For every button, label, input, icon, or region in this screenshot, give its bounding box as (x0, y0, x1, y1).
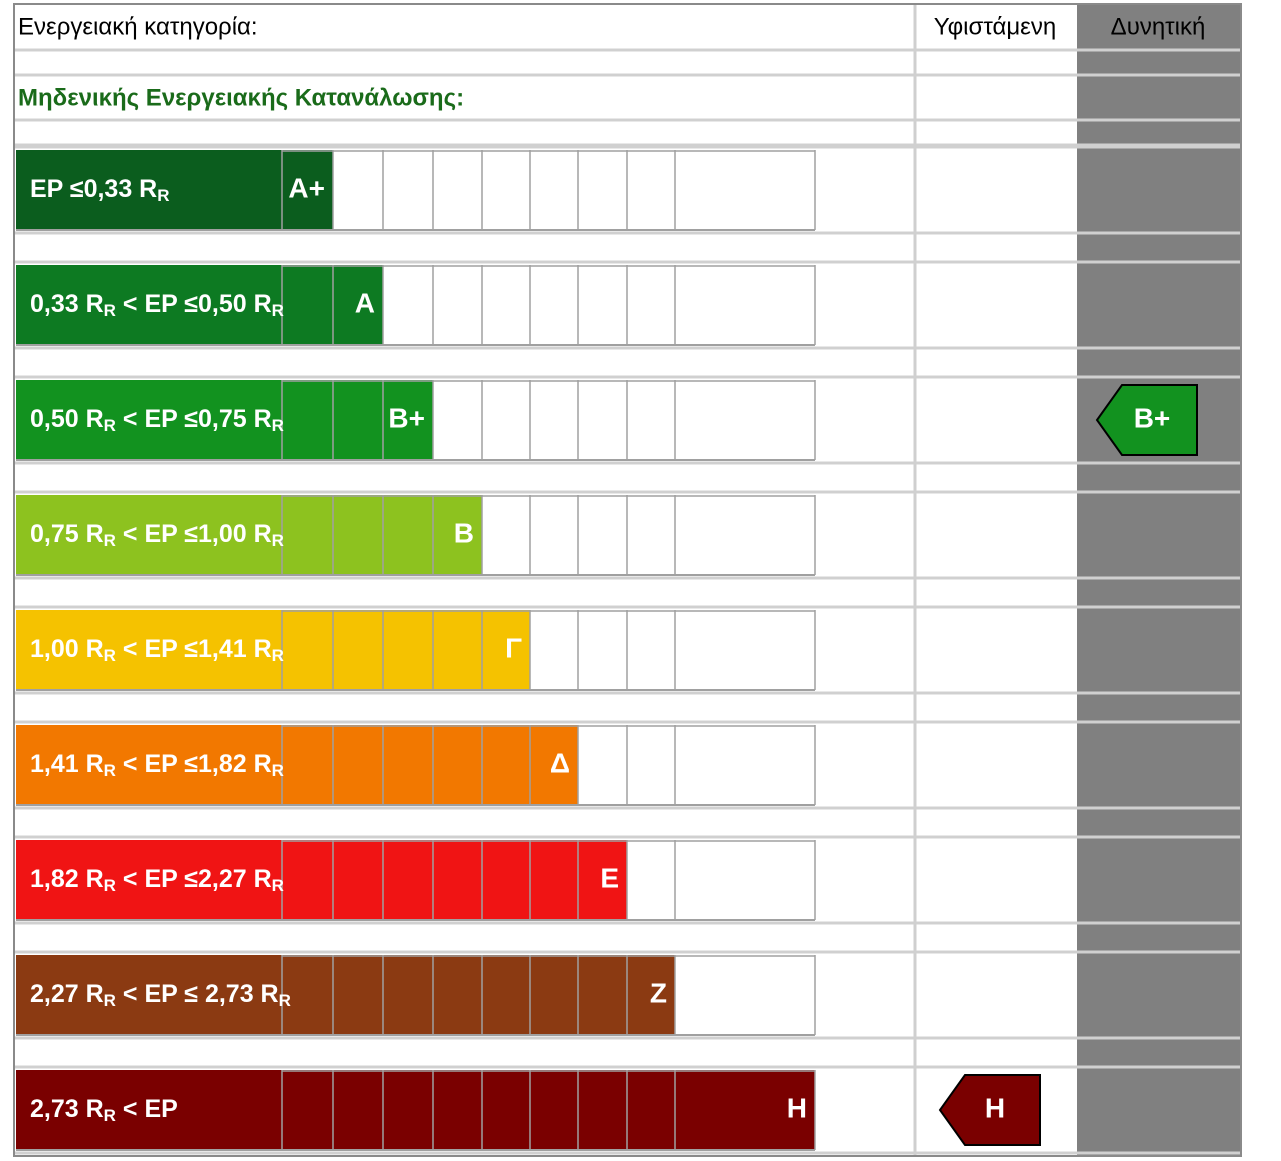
subscript: R (279, 991, 291, 1010)
subscript: R (104, 991, 116, 1010)
class-range: 1,82 RR < EP ≤2,27 RR (30, 865, 284, 896)
outer-border (13, 3, 1242, 1157)
class-range: 1,41 RR < EP ≤1,82 RR (30, 750, 284, 781)
subscript: R (157, 186, 169, 205)
subscript: R (104, 531, 116, 550)
class-bar (16, 1070, 815, 1150)
range-text: EP ≤0,33 R (30, 175, 157, 203)
potential-letter: B+ (1134, 402, 1171, 433)
subscript: R (104, 646, 116, 665)
class-bar (16, 495, 482, 575)
range-text: < EP ≤0,50 R (116, 290, 272, 318)
class-range: 2,27 RR < EP ≤ 2,73 RR (30, 980, 291, 1011)
subscript: R (272, 646, 284, 665)
class-range: 1,00 RR < EP ≤1,41 RR (30, 635, 284, 666)
potential-header: Δυνητική (1111, 13, 1206, 40)
class-bar (16, 610, 530, 690)
range-text: < EP ≤ 2,73 R (116, 980, 279, 1008)
category-header: Ενεργειακή κατηγορία: (18, 13, 258, 40)
range-text: < EP ≤2,27 R (116, 865, 272, 893)
class-bar (16, 380, 433, 460)
potential-column-bg (1077, 5, 1240, 1155)
class-letter: B+ (388, 402, 425, 433)
class-letter: E (600, 862, 619, 893)
class-letter: Z (650, 977, 667, 1008)
subscript: R (272, 761, 284, 780)
subscript: R (272, 301, 284, 320)
subscript: R (272, 531, 284, 550)
range-text: 1,41 R (30, 750, 104, 778)
range-text: < EP ≤1,00 R (116, 520, 272, 548)
range-text: 1,00 R (30, 635, 104, 663)
range-text: 0,50 R (30, 405, 104, 433)
class-letter: A+ (288, 172, 325, 203)
class-range: 2,73 RR < EP (30, 1095, 178, 1126)
subtitle: Μηδενικής Ενεργειακής Κατανάλωσης: (18, 84, 464, 111)
current-header: Υφιστάμενη (934, 13, 1056, 40)
class-letter: B (454, 517, 474, 548)
current-arrow (938, 1074, 1041, 1146)
subscript: R (272, 416, 284, 435)
current-letter: H (985, 1092, 1005, 1123)
class-bar (16, 150, 333, 230)
range-text: < EP ≤0,75 R (116, 405, 272, 433)
subscript: R (104, 761, 116, 780)
subscript: R (104, 1106, 116, 1125)
class-bar (16, 725, 578, 805)
class-letter: A (355, 287, 375, 318)
subscript: R (272, 876, 284, 895)
class-letter: H (787, 1092, 807, 1123)
potential-arrow (1095, 384, 1198, 456)
range-text: < EP ≤1,82 R (116, 750, 272, 778)
range-text: 2,27 R (30, 980, 104, 1008)
class-range: 0,33 RR < EP ≤0,50 RR (30, 290, 284, 321)
class-letter: Γ (505, 632, 522, 663)
class-range: 0,50 RR < EP ≤0,75 RR (30, 405, 284, 436)
class-bar (16, 955, 675, 1035)
range-text: 2,73 R (30, 1095, 104, 1123)
range-text: < EP (116, 1095, 178, 1123)
class-bar (16, 840, 627, 920)
subscript: R (104, 416, 116, 435)
class-range: 0,75 RR < EP ≤1,00 RR (30, 520, 284, 551)
range-text: 0,33 R (30, 290, 104, 318)
range-text: 1,82 R (30, 865, 104, 893)
class-letter: Δ (550, 747, 570, 778)
subscript: R (104, 876, 116, 895)
subscript: R (104, 301, 116, 320)
range-text: < EP ≤1,41 R (116, 635, 272, 663)
range-text: 0,75 R (30, 520, 104, 548)
class-range: EP ≤0,33 RR (30, 175, 170, 206)
class-bar (16, 265, 383, 345)
